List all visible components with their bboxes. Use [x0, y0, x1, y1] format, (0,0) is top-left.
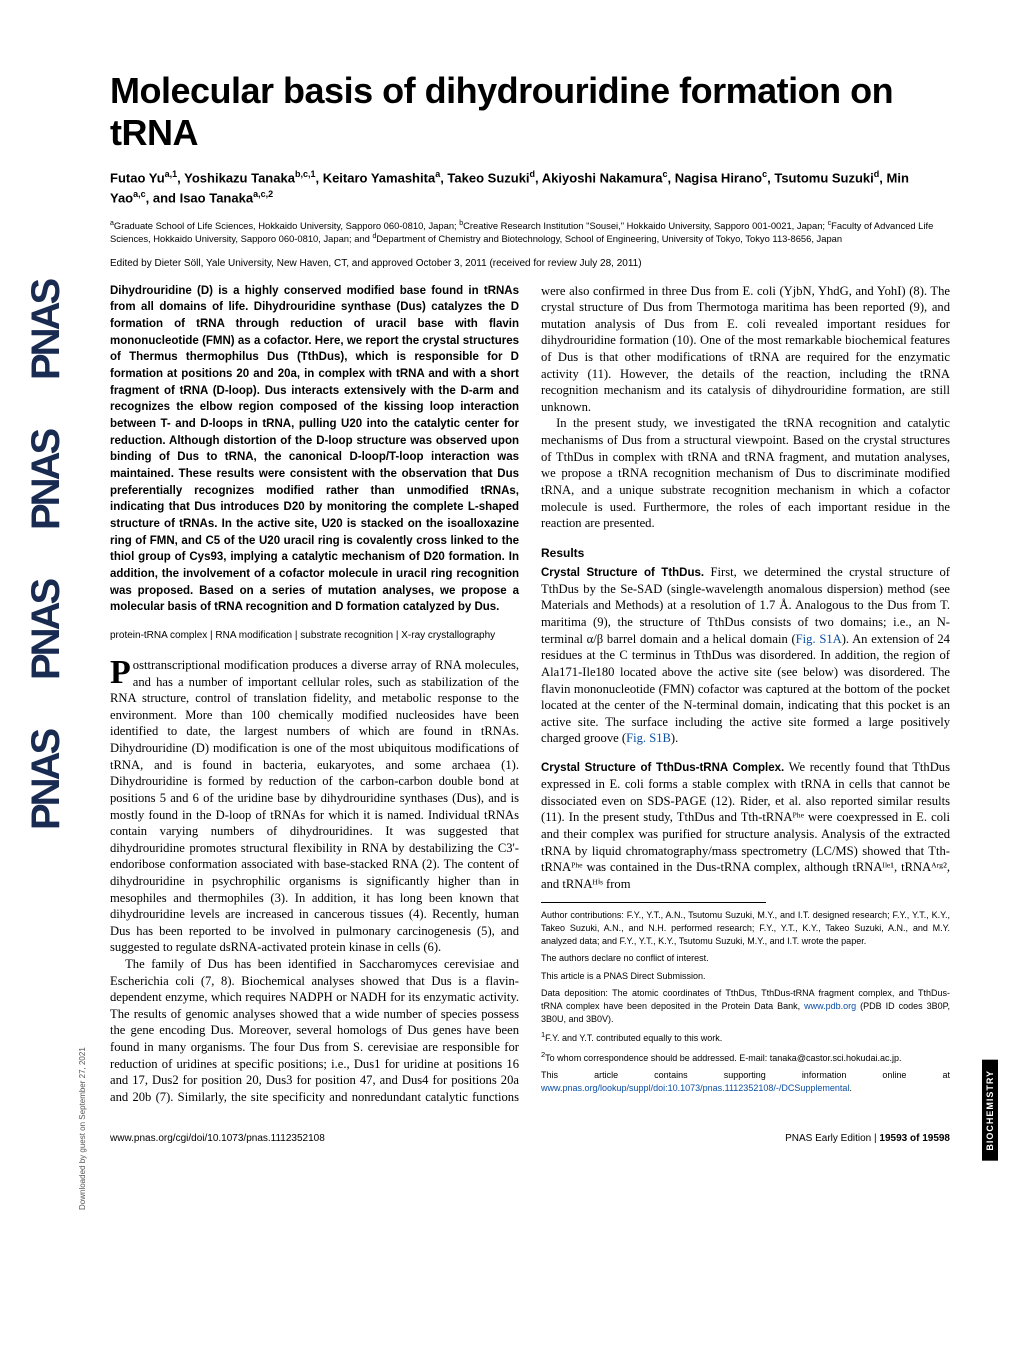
author: , Akiyoshi Nakamura [535, 170, 662, 185]
authors-block: Futao Yua,1, Yoshikazu Tanakab,c,1, Keit… [110, 168, 950, 207]
affil-sup: a,c,2 [253, 189, 273, 199]
footer-doi: www.pnas.org/cgi/doi/10.1073/pnas.111235… [110, 1133, 325, 1144]
correspondence: 2To whom correspondence should be addres… [541, 1050, 950, 1065]
download-note: Downloaded by guest on September 27, 202… [78, 1047, 87, 1210]
author: , Tsutomu Suzuki [767, 170, 874, 185]
figure-link[interactable]: Fig. S1B [626, 731, 671, 745]
biochemistry-sidetab: BIOCHEMISTRY [982, 1060, 998, 1161]
affil-sup: b,c,1 [295, 169, 316, 179]
affil-text: Creative Research Institution "Sousei," … [463, 220, 828, 231]
equal-contribution: 1F.Y. and Y.T. contributed equally to th… [541, 1030, 950, 1045]
abstract: Dihydrouridine (D) is a highly conserved… [110, 283, 519, 616]
author-contributions: Author contributions: F.Y., Y.T., A.N., … [541, 909, 950, 947]
author: , and Isao Tanaka [146, 190, 253, 205]
affil-text: Graduate School of Life Sciences, Hokkai… [114, 220, 459, 231]
author: Futao Yu [110, 170, 165, 185]
intro-paragraph: Posttranscriptional modification produce… [110, 657, 519, 956]
author: , Takeo Suzuki [440, 170, 529, 185]
results-paragraph: Crystal Structure of TthDus-tRNA Complex… [541, 759, 950, 892]
results-paragraph: Crystal Structure of TthDus. First, we d… [541, 564, 950, 747]
author: , Keitaro Yamashita [315, 170, 435, 185]
footnote-rule [541, 902, 766, 903]
affil-sup: a,c [133, 189, 146, 199]
edited-line: Edited by Dieter Söll, Yale University, … [110, 258, 950, 269]
results-heading: Results [541, 546, 950, 562]
two-column-body: Dihydrouridine (D) is a highly conserved… [110, 283, 950, 1106]
supporting-info: This article contains supporting informa… [541, 1069, 950, 1094]
page-container: PNAS Downloaded by guest on September 27… [0, 0, 1020, 1174]
keywords: protein-tRNA complex | RNA modification … [110, 628, 519, 643]
subheading: Crystal Structure of TthDus-tRNA Complex… [541, 762, 784, 774]
page-footer: www.pnas.org/cgi/doi/10.1073/pnas.111235… [110, 1127, 950, 1144]
conflict-statement: The authors declare no conflict of inter… [541, 952, 950, 965]
author: , Yoshikazu Tanaka [177, 170, 295, 185]
body-text: ). An extension of 24 residues at the C … [541, 632, 950, 746]
body-text: ). [671, 731, 678, 745]
body-text: We recently found that TthDus expressed … [541, 760, 950, 891]
footer-page-number: PNAS Early Edition | 19593 of 19598 [785, 1133, 950, 1144]
intro-paragraph: In the present study, we investigated th… [541, 415, 950, 531]
pnas-logo-icon: PNAS [14, 240, 69, 840]
author: , Nagisa Hirano [667, 170, 762, 185]
dropcap: P [110, 657, 133, 687]
affil-text: Department of Chemistry and Biotechnolog… [376, 233, 842, 244]
affil-sup: a,1 [165, 169, 178, 179]
supplemental-link[interactable]: www.pnas.org/lookup/suppl/doi:10.1073/pn… [541, 1083, 849, 1093]
pdb-link[interactable]: www.pdb.org [804, 1001, 856, 1011]
data-deposition: Data deposition: The atomic coordinates … [541, 987, 950, 1025]
subheading: Crystal Structure of TthDus. [541, 567, 704, 579]
figure-link[interactable]: Fig. S1A [796, 632, 842, 646]
article-title: Molecular basis of dihydrouridine format… [110, 70, 950, 154]
body-text: osttranscriptional modification produces… [110, 658, 519, 954]
affiliations-block: aGraduate School of Life Sciences, Hokka… [110, 219, 950, 246]
footnotes-block: Author contributions: F.Y., Y.T., A.N., … [541, 902, 950, 1094]
direct-submission: This article is a PNAS Direct Submission… [541, 970, 950, 983]
